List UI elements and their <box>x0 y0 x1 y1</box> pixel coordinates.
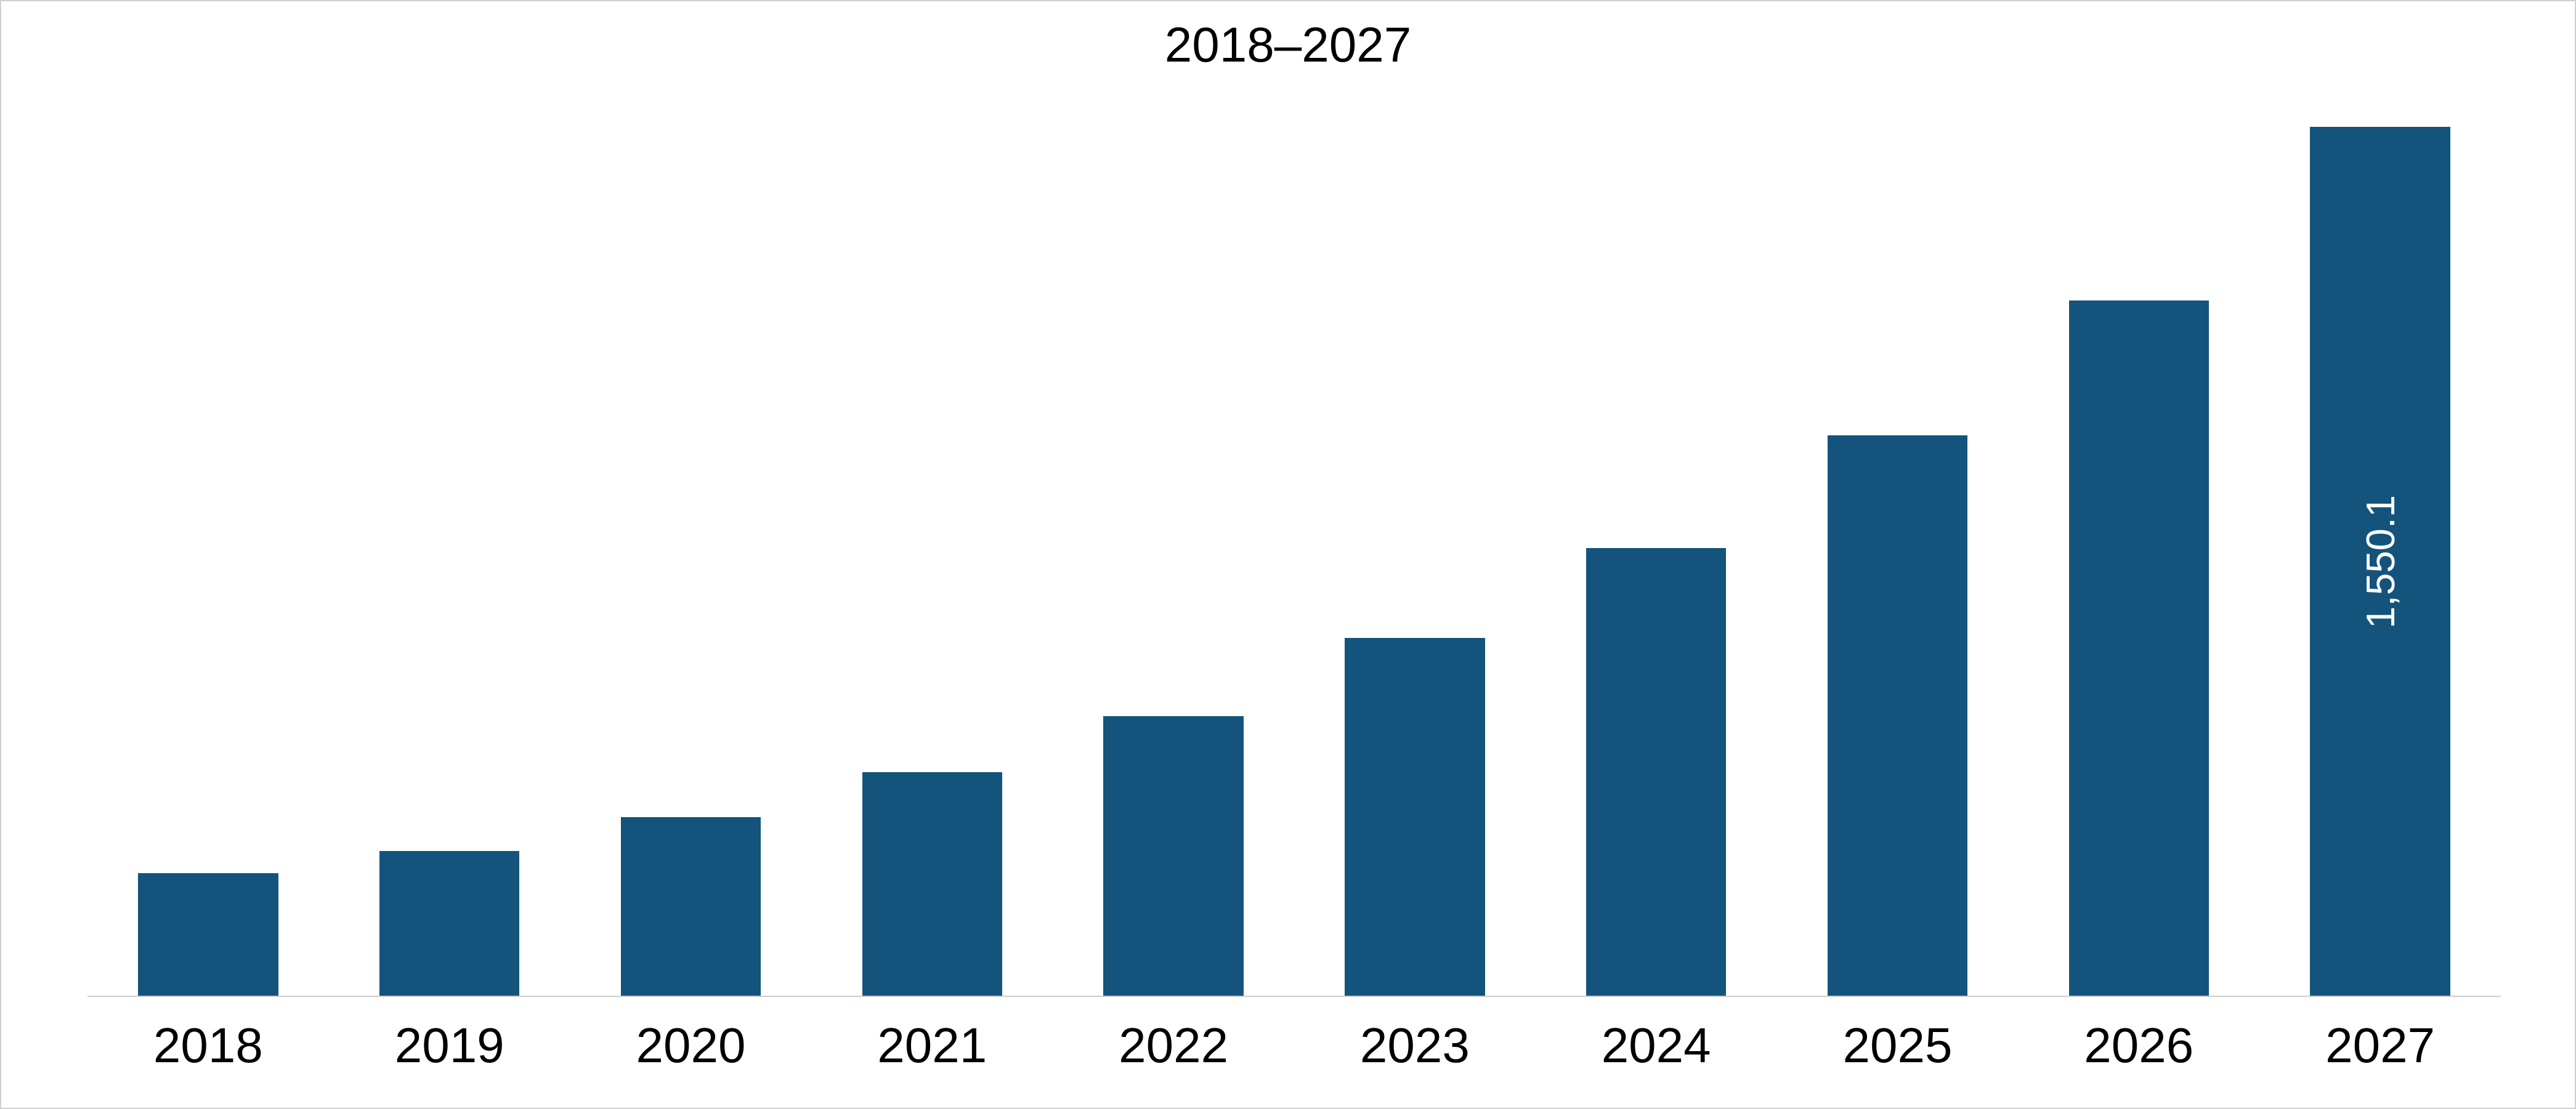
bar-slot <box>1777 87 2019 997</box>
bar-slot <box>570 87 812 997</box>
bar-2020 <box>621 817 761 997</box>
bar-2025 <box>1828 435 1967 997</box>
bar-slot <box>2018 87 2259 997</box>
bar-2022 <box>1103 716 1243 997</box>
bar-slot <box>329 87 570 997</box>
x-label: 2018 <box>87 1017 329 1074</box>
bar-slot <box>87 87 329 997</box>
x-label: 2021 <box>811 1017 1053 1074</box>
bar-slot <box>1053 87 1294 997</box>
x-label: 2027 <box>2259 1017 2501 1074</box>
bars-row: 1,550.1 <box>87 87 2501 997</box>
chart-title: 2018–2027 <box>1 17 2575 73</box>
x-axis-labels: 2018 2019 2020 2021 2022 2023 2024 2025 … <box>87 1017 2501 1074</box>
x-label: 2022 <box>1053 1017 1294 1074</box>
x-label: 2019 <box>329 1017 570 1074</box>
x-axis-baseline <box>87 996 2501 997</box>
x-label: 2020 <box>570 1017 812 1074</box>
bar-2021 <box>862 772 1002 997</box>
x-label: 2025 <box>1777 1017 2019 1074</box>
bar-2019 <box>379 851 519 997</box>
bar-2023 <box>1345 638 1484 998</box>
bar-slot: 1,550.1 <box>2259 87 2501 997</box>
x-label: 2023 <box>1294 1017 1536 1074</box>
plot-area: 1,550.1 <box>87 87 2501 997</box>
bar-slot <box>811 87 1053 997</box>
chart-container: 2018–2027 <box>0 0 2576 1109</box>
x-label: 2026 <box>2018 1017 2259 1074</box>
bar-2026 <box>2069 300 2209 997</box>
bar-slot <box>1536 87 1777 997</box>
bar-2027: 1,550.1 <box>2310 127 2450 997</box>
x-label: 2024 <box>1536 1017 1777 1074</box>
bar-value-label: 1,550.1 <box>2357 495 2404 629</box>
bar-2024 <box>1586 548 1726 997</box>
bar-2018 <box>138 873 278 997</box>
bar-slot <box>1294 87 1536 997</box>
